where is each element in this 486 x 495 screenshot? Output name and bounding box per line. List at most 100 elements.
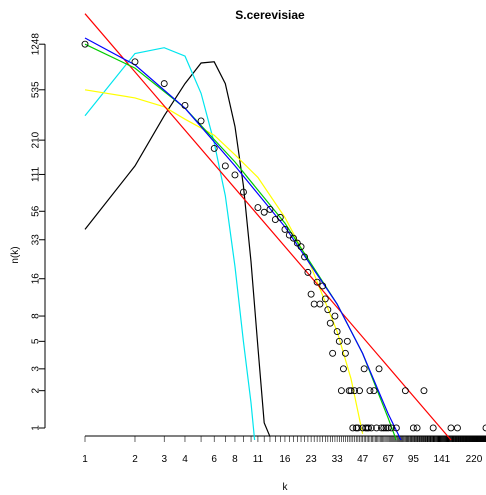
data-point (373, 424, 381, 432)
data-point (307, 290, 315, 298)
x-tick-label: 23 (306, 454, 318, 465)
series-line (84, 43, 397, 441)
data-point (375, 365, 383, 373)
data-point (304, 268, 312, 276)
x-tick-label: 47 (357, 454, 369, 465)
data-point (335, 337, 343, 345)
data-point (197, 117, 205, 125)
data-point (301, 253, 309, 261)
data-point (377, 424, 385, 432)
series-line (84, 89, 364, 434)
data-point (316, 300, 324, 308)
y-tick-label: 1248 (31, 33, 42, 56)
data-point (482, 424, 486, 432)
data-point (339, 365, 347, 373)
data-point (329, 349, 337, 357)
series-line (84, 37, 402, 441)
y-axis-label: n(k) (10, 246, 21, 263)
x-tick-label: 220 (466, 454, 483, 465)
data-point (447, 424, 455, 432)
y-tick-label: 2 (31, 387, 42, 393)
data-point (281, 225, 289, 233)
x-tick-label: 67 (383, 454, 395, 465)
data-point (370, 387, 378, 395)
data-point (429, 424, 437, 432)
x-tick-label: 2 (132, 454, 138, 465)
data-point (420, 387, 428, 395)
x-tick-label: 11 (253, 454, 264, 465)
data-point (260, 208, 268, 216)
x-tick-label: 95 (408, 454, 420, 465)
data-point (349, 424, 357, 432)
data-point (341, 349, 349, 357)
data-point (160, 80, 168, 88)
y-tick-label: 1 (31, 425, 42, 431)
data-point (333, 328, 341, 335)
data-point (331, 312, 339, 320)
y-tick-label: 210 (31, 131, 42, 148)
y-tick-label: 535 (31, 81, 42, 98)
data-point (321, 295, 329, 303)
data-point (351, 387, 358, 395)
data-point (131, 58, 139, 66)
data-point (324, 306, 332, 314)
data-point (347, 387, 355, 395)
data-point (276, 213, 284, 221)
data-point (360, 365, 368, 373)
data-point (354, 424, 362, 432)
data-point (401, 387, 409, 395)
data-point (345, 387, 353, 395)
data-point (81, 40, 89, 48)
x-tick-label: 3 (161, 454, 167, 465)
data-points (81, 40, 486, 432)
series-lines (84, 13, 452, 441)
data-point (365, 424, 372, 432)
series-line (84, 13, 452, 441)
x-axis-label: k (283, 482, 289, 493)
y-tick-label: 56 (31, 205, 42, 217)
data-point (382, 424, 390, 432)
data-point (181, 101, 189, 109)
data-point (293, 239, 301, 247)
data-point (356, 387, 363, 395)
data-point (319, 282, 327, 290)
data-point (367, 424, 375, 432)
data-point (387, 424, 395, 432)
data-point (210, 144, 218, 152)
y-tick-label: 111 (31, 166, 42, 182)
data-point (413, 424, 421, 432)
data-point (380, 424, 388, 432)
data-point (392, 424, 400, 432)
x-tick-label: 6 (211, 454, 217, 465)
data-point (289, 234, 297, 242)
data-point (313, 278, 321, 286)
x-tick-label: 33 (332, 454, 344, 465)
y-tick-label: 33 (31, 234, 42, 246)
data-point (239, 188, 247, 196)
y-tick-label: 5 (31, 338, 42, 344)
x-tick-label: 4 (182, 454, 188, 465)
data-point (326, 319, 334, 327)
series-line (84, 61, 271, 437)
data-point (254, 204, 262, 212)
y-tick-label: 8 (31, 313, 42, 319)
data-point (343, 337, 351, 345)
chart-title: S.cerevisiae (235, 8, 305, 22)
data-point (266, 205, 274, 213)
data-point (384, 424, 392, 432)
data-point (366, 387, 374, 395)
data-point (221, 162, 229, 170)
x-tick-label: 1 (82, 454, 88, 465)
data-point (409, 424, 417, 432)
data-point (297, 243, 305, 251)
data-point (310, 300, 318, 308)
y-tick-label: 3 (31, 366, 42, 372)
y-tick-label: 16 (31, 273, 42, 285)
x-tick-label: 8 (232, 454, 238, 465)
x-tick-label: 16 (279, 454, 291, 465)
data-point (454, 424, 461, 432)
data-point (231, 171, 239, 179)
x-tick-label: 141 (434, 454, 451, 465)
